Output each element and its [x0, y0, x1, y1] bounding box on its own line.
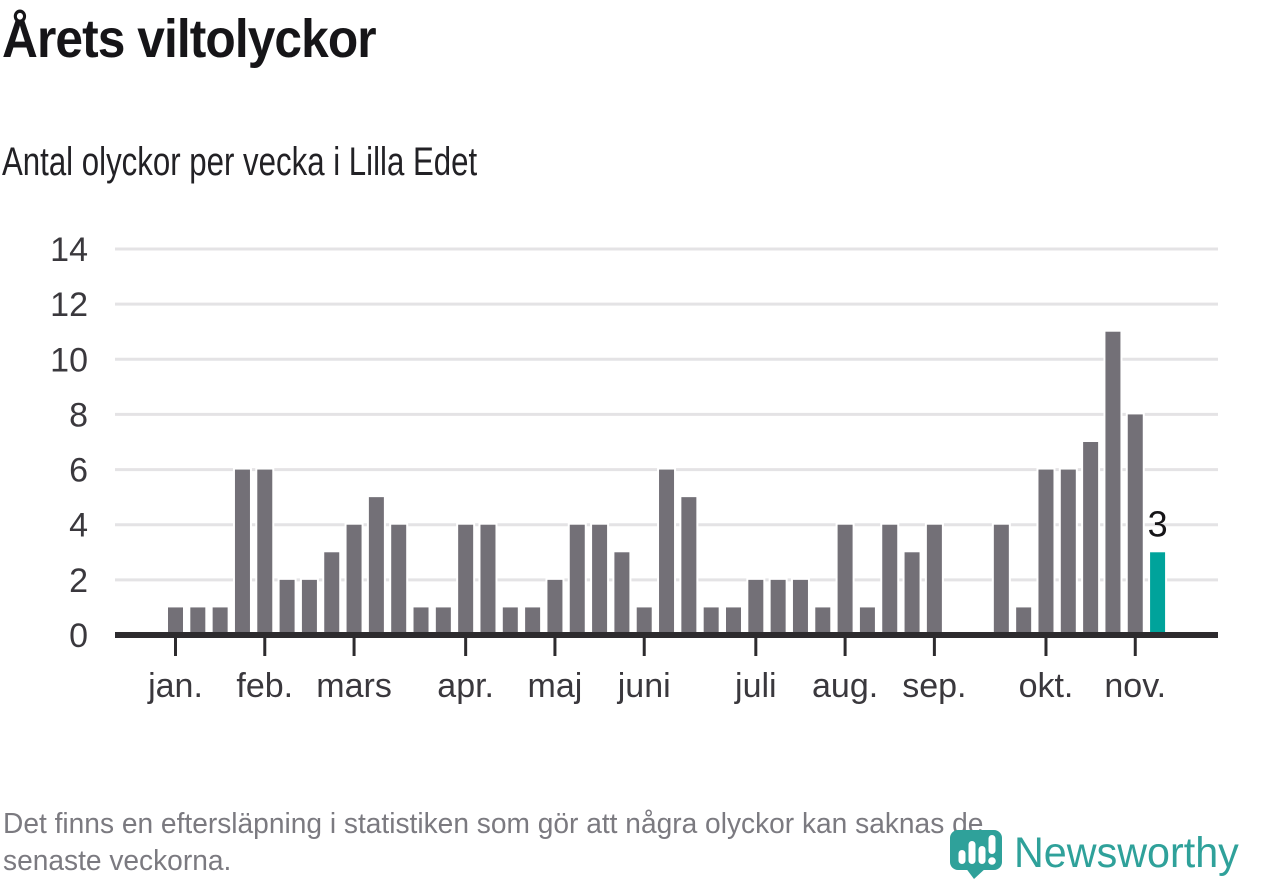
bar [679, 495, 699, 639]
y-axis-tick-label: 8 [69, 396, 88, 434]
bar [1036, 467, 1056, 639]
month-tick-label: jan. [147, 667, 203, 705]
month-tick-label: feb. [236, 667, 293, 705]
month-tick-label: okt. [1019, 667, 1074, 705]
bar [902, 550, 922, 639]
bar [1125, 412, 1145, 639]
newsworthy-pin-icon [950, 830, 1002, 879]
bar [768, 577, 788, 640]
bar-chart-svg: jan. feb. mars apr. maj juni juli aug. sep. okt. n… [50, 231, 1218, 705]
y-axis-tick-label: 4 [69, 507, 88, 545]
bar [567, 522, 587, 640]
bar [545, 577, 565, 640]
chart-subtitle: Antal olyckor per vecka i Lilla Edet [2, 140, 478, 184]
month-tick-label: juli [734, 667, 777, 705]
bar [880, 522, 900, 640]
y-axis-tick-label: 12 [50, 286, 88, 324]
month-tick-label: nov. [1104, 667, 1166, 705]
footnote: Det finns en eftersläpning i statistiken… [3, 806, 1227, 880]
bar [456, 522, 476, 640]
y-axis-tick-label: 14 [50, 231, 88, 269]
month-tick-label: sep. [902, 667, 966, 705]
bar [478, 522, 498, 640]
bar [299, 577, 319, 640]
y-axis-tick-label: 6 [69, 452, 88, 490]
bar [746, 577, 766, 640]
month-tick-label: juni [617, 667, 671, 705]
last-value-annotation: 3 [1148, 503, 1168, 544]
bar [790, 577, 810, 640]
highlight-bar [1148, 550, 1168, 639]
bar [255, 467, 275, 639]
bar [657, 467, 677, 639]
footnote-line: Det finns en eftersläpning i statistiken… [3, 808, 984, 840]
bar [835, 522, 855, 640]
bar-chart: jan. feb. mars apr. maj juni juli aug. sep. okt. n… [0, 225, 1262, 710]
bar [277, 577, 297, 640]
y-axis-tick-label: 0 [69, 617, 88, 655]
month-tick-label: maj [528, 667, 583, 705]
y-axis-tick-label: 2 [69, 562, 88, 600]
bar [1058, 467, 1078, 639]
footnote-line: senaste veckorna. [3, 845, 232, 877]
bar [590, 522, 610, 640]
bar [1081, 440, 1101, 639]
month-tick-label: aug. [812, 667, 878, 705]
bar [991, 522, 1011, 640]
month-tick-label: apr. [437, 667, 494, 705]
bar [389, 522, 409, 640]
bar [612, 550, 632, 639]
bar [344, 522, 364, 640]
newsworthy-wordmark: Newsworthy [1014, 829, 1239, 877]
chart-title: Årets viltolyckor [2, 9, 377, 69]
bar [1103, 329, 1123, 639]
y-axis-tick-label: 10 [50, 341, 88, 379]
bar [366, 495, 386, 639]
bar [232, 467, 252, 639]
bar [322, 550, 342, 639]
bar [924, 522, 944, 640]
month-tick-label: mars [316, 667, 392, 705]
newsworthy-logo: Newsworthy [950, 830, 1248, 880]
